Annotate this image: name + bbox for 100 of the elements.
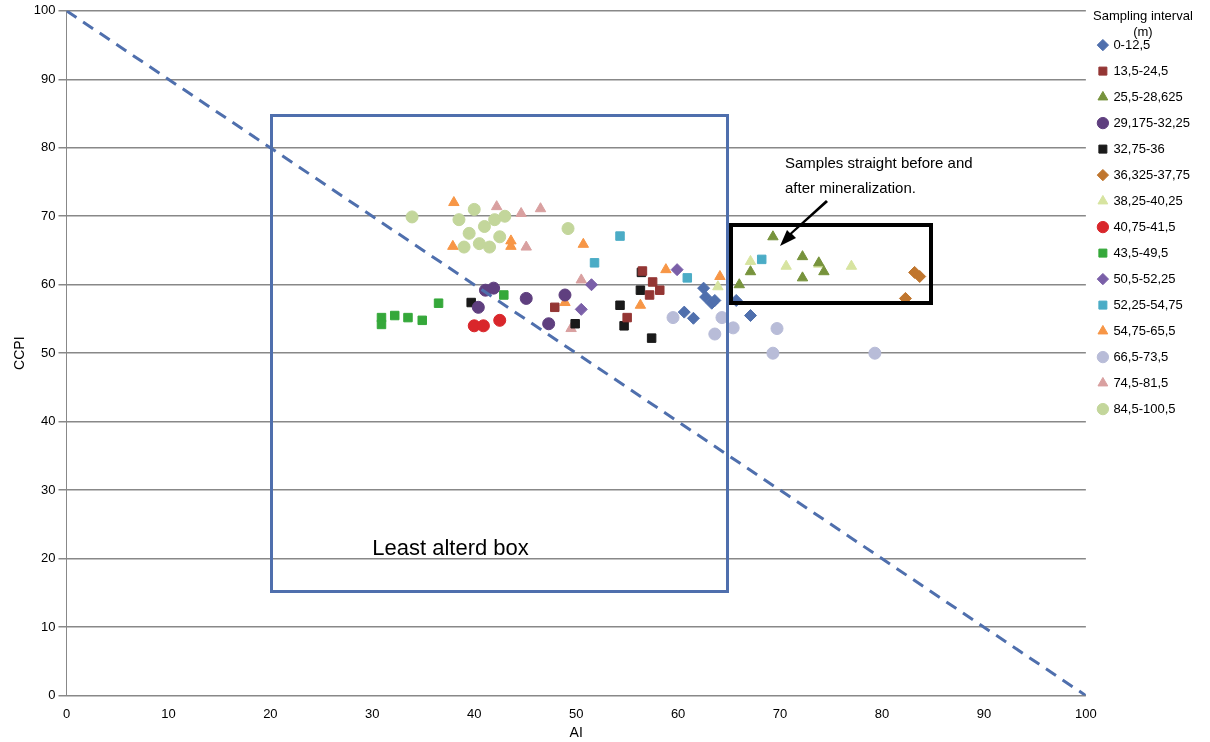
legend-label: 13,5-24,5 (1113, 62, 1169, 78)
y-tick-label: 50 (41, 344, 56, 360)
point (493, 230, 507, 244)
y-tick-label: 70 (41, 207, 56, 223)
point (490, 200, 503, 211)
point (452, 213, 466, 227)
legend-label: 40,75-41,5 (1113, 218, 1176, 234)
point (677, 305, 691, 319)
point (457, 240, 471, 254)
legend-label: 25,5-28,625 (1113, 88, 1183, 104)
point (417, 315, 427, 326)
point (686, 311, 700, 325)
point (476, 319, 490, 333)
point (558, 288, 572, 302)
point (708, 327, 722, 341)
point (520, 240, 532, 251)
point (619, 321, 629, 331)
legend-label: 29,175-32,25 (1113, 114, 1190, 130)
point (796, 271, 809, 282)
y-tick-label: 10 (41, 618, 56, 634)
point (577, 237, 590, 248)
legend-label: 38,25-40,25 (1113, 192, 1183, 208)
point (493, 313, 507, 327)
point (756, 254, 767, 265)
point (376, 319, 387, 330)
point (615, 300, 625, 311)
y-tick-label: 0 (48, 687, 56, 703)
point (403, 312, 413, 323)
point (655, 285, 665, 295)
y-tick-label: 100 (33, 2, 56, 18)
point (770, 322, 784, 336)
point (471, 300, 485, 314)
point (622, 312, 632, 323)
point (796, 250, 809, 261)
point (574, 302, 588, 316)
point (542, 317, 556, 331)
point (488, 213, 502, 227)
x-tick-label: 0 (62, 705, 71, 721)
x-tick-label: 60 (670, 705, 686, 721)
point (462, 226, 476, 240)
x-tick-label: 10 (161, 705, 176, 721)
point (646, 333, 657, 343)
point (697, 281, 711, 295)
point (845, 259, 858, 270)
point (670, 263, 684, 277)
point (505, 234, 517, 245)
point (766, 346, 780, 360)
point (534, 202, 547, 213)
point (483, 240, 497, 254)
point (561, 222, 575, 236)
point (868, 346, 882, 360)
point (472, 237, 486, 251)
x-tick-label: 50 (568, 705, 584, 721)
y-tick-label: 30 (41, 481, 56, 497)
legend-label: 74,5-81,5 (1113, 374, 1169, 390)
legend-label: 52,25-54,75 (1113, 296, 1183, 312)
point (744, 265, 757, 276)
point (389, 310, 400, 321)
point (714, 270, 726, 280)
legend-label: 54,75-65,5 (1113, 322, 1176, 338)
y-tick-label: 20 (41, 550, 56, 566)
y-tick-label: 40 (41, 413, 56, 429)
legend-label: 32,75-36 (1113, 140, 1165, 156)
point (780, 259, 792, 270)
x-tick-label: 90 (976, 705, 992, 721)
point (467, 202, 481, 216)
point (733, 278, 745, 289)
y-axis-title: CCPI (11, 336, 28, 370)
legend-label: 66,5-73,5 (1113, 348, 1169, 364)
point (634, 298, 647, 309)
point (589, 258, 600, 268)
x-tick-label: 70 (772, 705, 788, 721)
legend-title: Sampling interval (m) (1093, 8, 1193, 39)
point (499, 290, 509, 300)
legend-label: 43,5-49,5 (1113, 244, 1169, 260)
point (682, 273, 693, 283)
point (744, 309, 757, 323)
annotation: Samples straight before and after mineralization. (785, 153, 974, 198)
annotation: Least alterd box (372, 534, 529, 561)
legend-label: 36,325-37,75 (1113, 166, 1190, 182)
point (744, 254, 757, 265)
point (477, 220, 491, 234)
y-tick-label: 60 (41, 276, 56, 292)
y-tick-label: 80 (41, 139, 56, 155)
x-tick-label: 80 (874, 705, 890, 721)
point (405, 210, 419, 224)
y-tick-label: 90 (41, 70, 56, 86)
point (615, 231, 625, 241)
point (767, 230, 779, 241)
point (487, 281, 501, 295)
x-tick-label: 20 (263, 705, 278, 721)
point (635, 285, 646, 295)
point (584, 278, 598, 292)
x-axis-title: AI (569, 724, 583, 741)
x-tick-label: 30 (365, 705, 380, 721)
point (448, 196, 460, 207)
point (570, 319, 580, 329)
point (913, 270, 927, 283)
point (818, 265, 830, 276)
point (433, 298, 444, 308)
